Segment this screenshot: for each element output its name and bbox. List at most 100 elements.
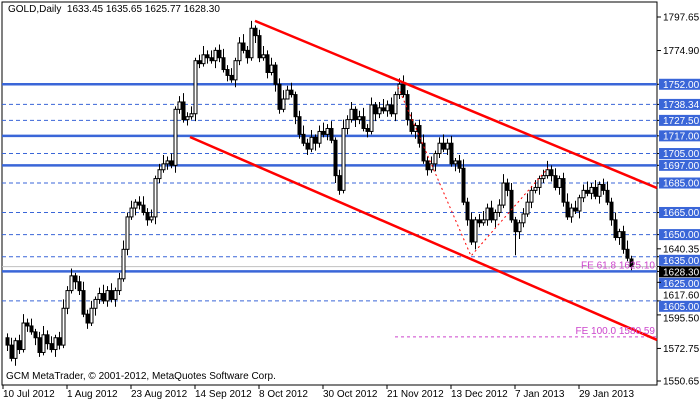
candle-body [129, 207, 134, 218]
candle-body [225, 69, 230, 76]
candle-body [121, 248, 126, 280]
candle-body [461, 167, 466, 203]
candle-body [369, 104, 374, 132]
current-price-tag-label: 1628.30 [663, 267, 700, 278]
candle-body [613, 219, 618, 239]
candle-body [49, 343, 54, 351]
candle-body [601, 183, 606, 191]
price-level-tag-label: 1717.00 [663, 131, 700, 142]
ohlc-open: 1633.45 [66, 4, 104, 15]
candle-body [41, 334, 46, 353]
price-level-tag [659, 78, 700, 90]
price-level-tag-label: 1727.50 [663, 116, 700, 127]
candle-body [197, 60, 202, 65]
y-tick-label: 1774.90 [663, 46, 700, 57]
candle-body [617, 231, 622, 239]
lower-channel-line[interactable] [189, 135, 658, 342]
candle-body [541, 175, 546, 180]
x-tick-label: 14 Sep 2012 [195, 389, 252, 400]
candle-body [321, 130, 326, 135]
candle-body [101, 293, 106, 302]
price-level-tag-label: 1650.00 [663, 230, 700, 241]
candle-body [297, 116, 302, 135]
y-tick-label: 1572.75 [663, 344, 700, 355]
plot-frame [1, 1, 658, 386]
candle-body [281, 98, 286, 110]
ohlc-high: 1635.65 [105, 4, 143, 15]
candle-body [477, 219, 482, 224]
candle-body [561, 178, 566, 203]
candle-body [397, 83, 402, 96]
candle-body [169, 160, 174, 166]
candle-body [589, 186, 594, 194]
candle-body [245, 49, 250, 59]
candle-body [421, 142, 426, 162]
fibo-expansion-zigzag[interactable] [397, 86, 549, 257]
candle-body [513, 219, 518, 233]
candle-body [93, 298, 98, 309]
candle-body [489, 207, 494, 221]
candle-body [69, 275, 74, 292]
candle-body [525, 201, 530, 215]
price-level-tag [659, 206, 700, 218]
candle-body [137, 201, 142, 206]
candle-body [229, 74, 234, 81]
candle-body [625, 248, 630, 259]
candle-body [53, 337, 58, 351]
candle-body [85, 313, 90, 324]
candle-body [357, 116, 362, 121]
current-price-tag [659, 266, 700, 278]
candle-body [149, 216, 154, 221]
candle-body [425, 160, 430, 171]
price-level-tag-label: 1685.00 [663, 179, 700, 190]
candle-body [209, 57, 214, 62]
candle-body [261, 54, 266, 59]
candle-body [289, 89, 294, 96]
candle-body [181, 101, 186, 121]
candle-body [293, 94, 298, 118]
candle-body [249, 27, 254, 59]
candle-body [285, 89, 290, 100]
candle-body [269, 64, 274, 73]
candle-body [253, 27, 258, 37]
candle-body [161, 163, 166, 171]
y-tick-label: 1550.65 [663, 377, 700, 388]
candle-body [373, 104, 378, 115]
y-tick-label: 1617.60 [663, 290, 700, 301]
candle-body [233, 60, 238, 81]
candle-body [437, 142, 442, 155]
candle-body [77, 281, 82, 292]
candle-body [593, 186, 598, 197]
candle-body [145, 211, 150, 221]
candle-body [537, 178, 542, 188]
candle-body [305, 142, 310, 150]
candle-body [545, 169, 550, 177]
candle-body [581, 189, 586, 199]
candle-body [621, 231, 626, 250]
candle-body [353, 108, 358, 121]
candle-body [97, 293, 102, 300]
candle-body [57, 337, 62, 346]
candle-body [185, 116, 190, 121]
candle-body [277, 83, 282, 110]
price-level-tag-label: 1665.00 [663, 208, 700, 219]
candle-body [61, 307, 66, 346]
candle-body [317, 130, 322, 144]
candle-body [141, 204, 146, 213]
candle-body [381, 107, 386, 112]
candle-body [629, 258, 634, 268]
candle-body [329, 127, 334, 141]
candle-body [393, 94, 398, 115]
candle-body [313, 136, 318, 144]
candle-body [473, 219, 478, 243]
upper-channel-line[interactable] [254, 19, 658, 190]
candle-body [585, 189, 590, 194]
candle-body [213, 49, 218, 62]
ohlc-low: 1625.77 [144, 4, 181, 15]
candle-body [465, 201, 470, 221]
candle-body [485, 207, 490, 221]
candle-body [597, 183, 602, 197]
candle-body [217, 49, 222, 59]
x-tick-label: 1 Aug 2012 [67, 389, 118, 400]
